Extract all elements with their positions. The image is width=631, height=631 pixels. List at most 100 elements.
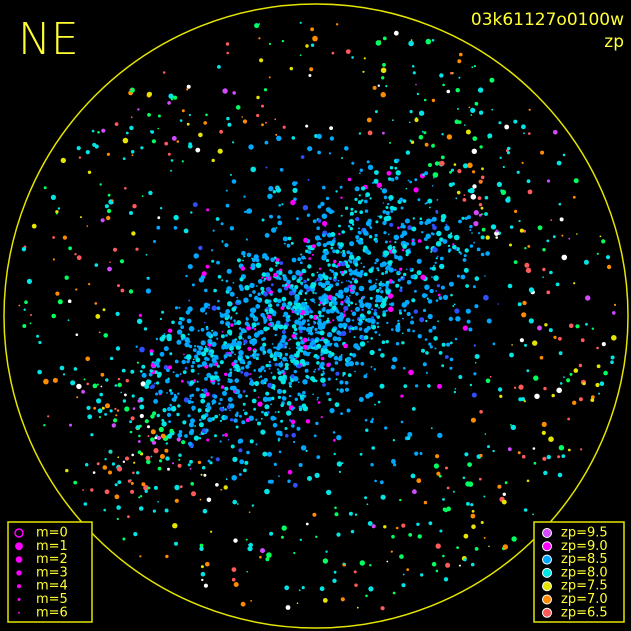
star (201, 578, 204, 582)
star (463, 558, 467, 562)
star (178, 453, 182, 457)
star (130, 489, 135, 494)
star (242, 409, 245, 412)
star (103, 333, 108, 338)
star (481, 227, 486, 232)
star (317, 150, 321, 155)
star (478, 110, 484, 115)
star (558, 336, 562, 341)
star (368, 391, 374, 398)
star (393, 30, 399, 36)
star (214, 434, 217, 438)
star (521, 312, 527, 318)
star (540, 150, 545, 155)
magnitude-label: m=1 (36, 539, 68, 554)
star (184, 366, 188, 370)
star (423, 98, 427, 102)
star (251, 322, 257, 328)
star (144, 384, 150, 389)
star (505, 197, 511, 203)
star (345, 387, 349, 392)
star (425, 233, 431, 239)
star (462, 198, 467, 202)
star (22, 324, 27, 328)
star (351, 277, 355, 281)
star (435, 569, 439, 573)
star (104, 204, 109, 209)
star (291, 136, 296, 140)
star (242, 259, 244, 262)
star (382, 220, 387, 226)
star (342, 322, 348, 328)
star (163, 346, 169, 352)
star (439, 160, 445, 167)
star (326, 286, 331, 292)
star (532, 447, 536, 450)
star (446, 506, 451, 512)
star (419, 217, 423, 220)
star (185, 354, 192, 360)
star (326, 489, 332, 496)
star (280, 338, 286, 344)
star (325, 258, 330, 263)
star (419, 452, 423, 455)
star (338, 470, 341, 473)
star (557, 455, 561, 459)
star (449, 357, 454, 362)
star (227, 438, 230, 441)
star (76, 396, 79, 399)
star (278, 370, 281, 373)
star (397, 278, 401, 282)
star (141, 482, 146, 487)
star (567, 417, 570, 421)
star (407, 225, 413, 231)
star (439, 263, 445, 270)
star (336, 532, 341, 537)
star (409, 267, 413, 271)
star (204, 345, 207, 348)
star (105, 403, 110, 409)
star (310, 376, 315, 382)
star (242, 119, 248, 124)
star (336, 388, 339, 391)
star (591, 395, 595, 399)
star (259, 555, 262, 559)
star (485, 378, 491, 384)
star (31, 223, 37, 229)
star (235, 312, 238, 315)
star (207, 306, 211, 309)
star (546, 239, 550, 243)
star (343, 310, 346, 313)
star (62, 235, 67, 240)
star (367, 521, 373, 526)
star (341, 157, 343, 159)
star (204, 321, 206, 324)
magnitude-label: m=5 (36, 592, 68, 607)
star (400, 420, 404, 424)
star (116, 505, 121, 510)
star (240, 601, 246, 607)
star (401, 341, 405, 345)
star (613, 303, 617, 306)
star (181, 440, 186, 445)
star (401, 248, 405, 252)
star (323, 348, 329, 355)
star (259, 375, 263, 378)
star (161, 418, 165, 422)
star (336, 315, 341, 320)
star (257, 421, 261, 426)
star (477, 232, 481, 235)
star (374, 330, 378, 334)
star (251, 353, 255, 357)
star (422, 362, 427, 367)
star (431, 561, 437, 567)
star (215, 457, 220, 462)
star (359, 313, 365, 319)
star (273, 346, 277, 349)
star (309, 298, 312, 301)
star (428, 521, 433, 526)
star (485, 235, 490, 240)
star (435, 241, 442, 247)
star (375, 258, 379, 263)
star (371, 446, 376, 450)
